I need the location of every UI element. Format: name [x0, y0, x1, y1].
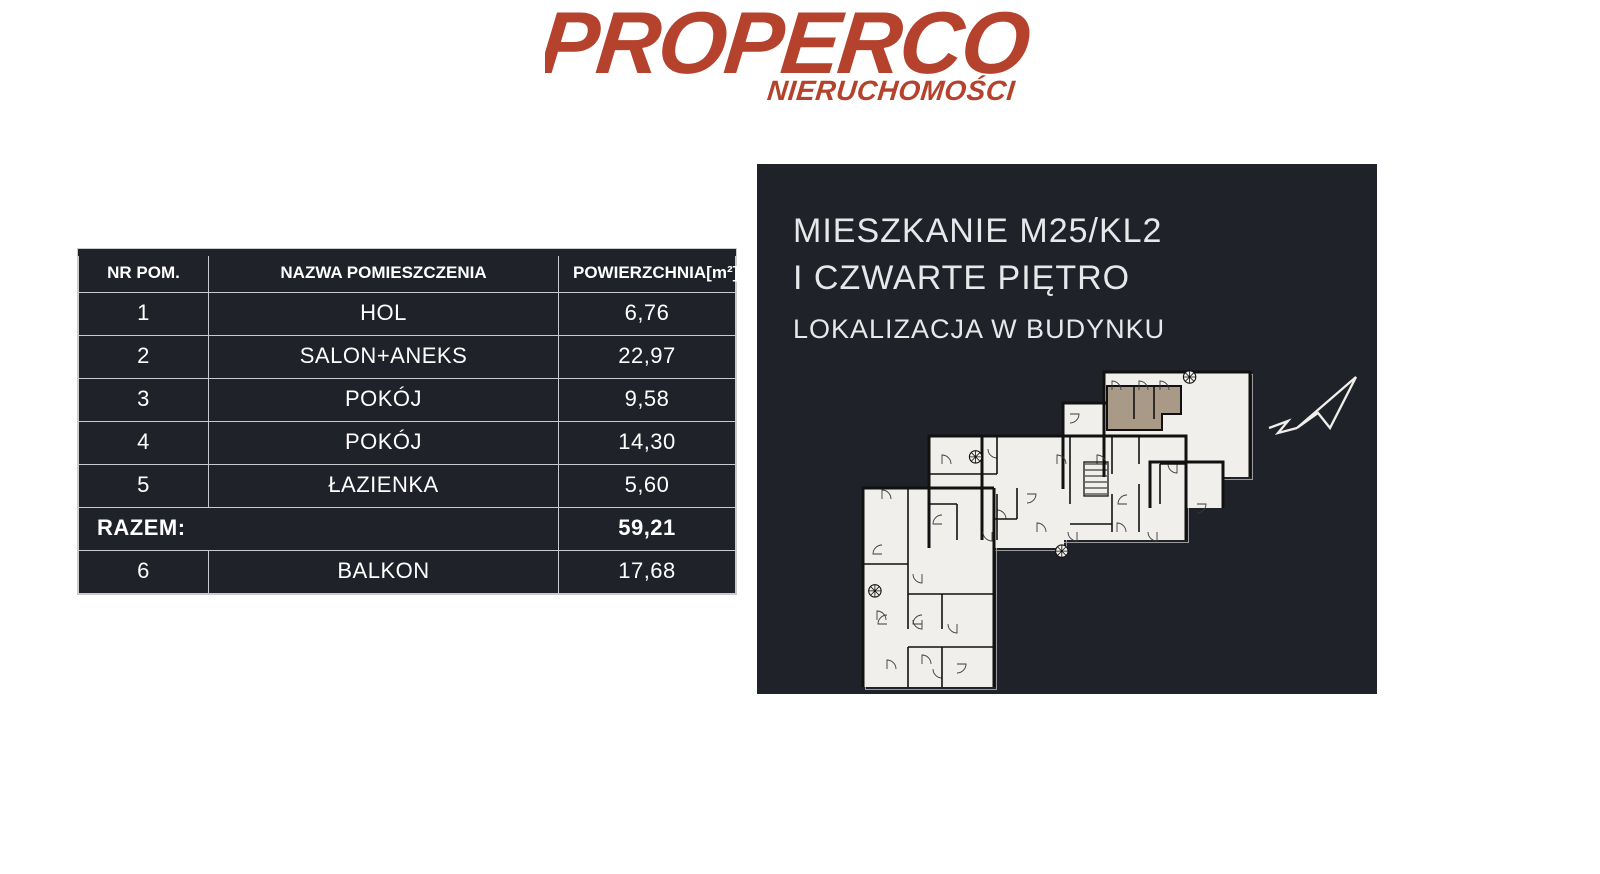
- svg-text:NIERUCHOMOŚCI: NIERUCHOMOŚCI: [766, 75, 1017, 105]
